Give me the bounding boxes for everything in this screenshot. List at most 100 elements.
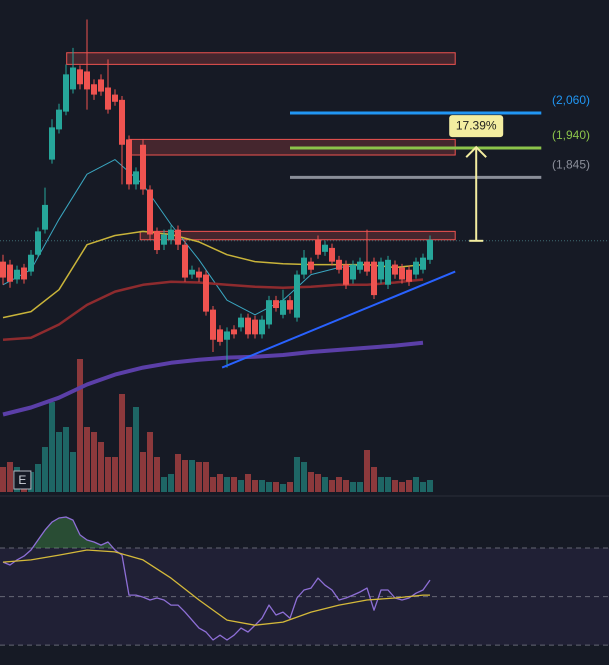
volume-bar bbox=[56, 432, 62, 492]
volume-bar bbox=[364, 450, 370, 492]
volume-bar bbox=[182, 460, 188, 492]
candle-body bbox=[217, 329, 223, 342]
candle-body bbox=[280, 300, 286, 315]
volume-bar bbox=[413, 477, 419, 492]
candle-body bbox=[168, 229, 174, 240]
volume-bar bbox=[63, 427, 69, 492]
volume-bar bbox=[98, 442, 104, 492]
candle-body bbox=[98, 79, 104, 92]
candle-body bbox=[210, 309, 216, 340]
candle-body bbox=[49, 127, 55, 160]
volume-bar bbox=[7, 462, 13, 492]
volume-bar bbox=[49, 402, 55, 492]
price-level-label: (1,940) bbox=[552, 128, 590, 142]
candle-body bbox=[406, 269, 412, 282]
volume-bar bbox=[238, 480, 244, 492]
moving-average bbox=[2, 340, 424, 417]
candle-body bbox=[252, 319, 258, 335]
volume-bar bbox=[42, 447, 48, 492]
candle-body bbox=[182, 244, 188, 278]
candle-body bbox=[301, 257, 307, 275]
candle-body bbox=[238, 317, 244, 328]
volume-bar bbox=[133, 407, 139, 492]
candle-body bbox=[0, 261, 6, 278]
candle-body bbox=[357, 261, 363, 270]
volume-bar bbox=[315, 474, 321, 492]
candle-body bbox=[189, 269, 195, 275]
volume-bar bbox=[154, 457, 160, 492]
volume-bar bbox=[161, 477, 167, 492]
candle-body bbox=[14, 269, 20, 280]
moving-average bbox=[2, 230, 424, 319]
candle-body bbox=[308, 261, 314, 270]
candle-body bbox=[413, 261, 419, 275]
moving-average bbox=[2, 278, 424, 341]
volume-bar bbox=[343, 480, 349, 492]
candle-body bbox=[273, 300, 279, 309]
candle-body bbox=[364, 261, 370, 272]
volume-bar bbox=[259, 480, 265, 492]
candle-body bbox=[70, 67, 76, 90]
volume-bar bbox=[112, 457, 118, 492]
candle-body bbox=[231, 329, 237, 335]
volume-bar bbox=[175, 454, 181, 492]
candle-body bbox=[329, 247, 335, 262]
candle-body bbox=[140, 144, 146, 190]
candle-body bbox=[147, 189, 153, 235]
candle-body bbox=[133, 171, 139, 185]
price-level-label: (2,060) bbox=[552, 93, 590, 107]
trendline bbox=[221, 270, 456, 369]
volume-bar bbox=[119, 394, 125, 492]
candle-body bbox=[91, 84, 97, 95]
candle-body bbox=[315, 239, 321, 255]
volume-bar bbox=[385, 477, 391, 492]
volume-bar bbox=[77, 359, 83, 492]
volume-bar bbox=[35, 464, 41, 492]
candle-body bbox=[259, 319, 265, 335]
volume-bar bbox=[140, 452, 146, 492]
rsi-line bbox=[2, 516, 431, 641]
candle-body bbox=[63, 74, 69, 112]
candle-body bbox=[42, 204, 48, 230]
overbought-fill bbox=[3, 517, 430, 549]
volume-bar bbox=[91, 432, 97, 492]
candle-body bbox=[287, 300, 293, 310]
candle-body bbox=[350, 264, 356, 280]
volume-bar bbox=[399, 482, 405, 492]
volume-bar bbox=[371, 467, 377, 492]
candle-body bbox=[175, 229, 181, 245]
candle-body bbox=[392, 264, 398, 275]
candle-body bbox=[56, 109, 62, 130]
volume-bar bbox=[357, 482, 363, 492]
volume-bar bbox=[322, 477, 328, 492]
volume-bar bbox=[301, 462, 307, 492]
candle-body bbox=[154, 231, 160, 251]
candle-body bbox=[77, 69, 83, 85]
volume-bar bbox=[231, 477, 237, 492]
candle-body bbox=[245, 317, 251, 335]
candle-body bbox=[385, 259, 391, 285]
candle-body bbox=[28, 254, 34, 272]
volume-bar bbox=[217, 474, 223, 492]
event-label: E bbox=[18, 473, 26, 487]
candle-body bbox=[322, 244, 328, 252]
candle-body bbox=[7, 264, 13, 282]
volume-bar bbox=[189, 460, 195, 492]
volume-bar bbox=[126, 427, 132, 492]
measure-label-box bbox=[449, 115, 504, 138]
volume-bar bbox=[350, 482, 356, 492]
volume-bar bbox=[196, 462, 202, 492]
volume-bar bbox=[294, 457, 300, 492]
volume-bar bbox=[210, 477, 216, 492]
candle-body bbox=[224, 331, 230, 340]
zone bbox=[139, 230, 456, 241]
volume-bar bbox=[427, 480, 433, 492]
candle-body bbox=[161, 234, 167, 245]
volume-bar bbox=[329, 480, 335, 492]
candle-body bbox=[420, 257, 426, 270]
candle-body bbox=[336, 259, 342, 270]
candle-body bbox=[105, 87, 111, 110]
volume-bar bbox=[252, 480, 258, 492]
